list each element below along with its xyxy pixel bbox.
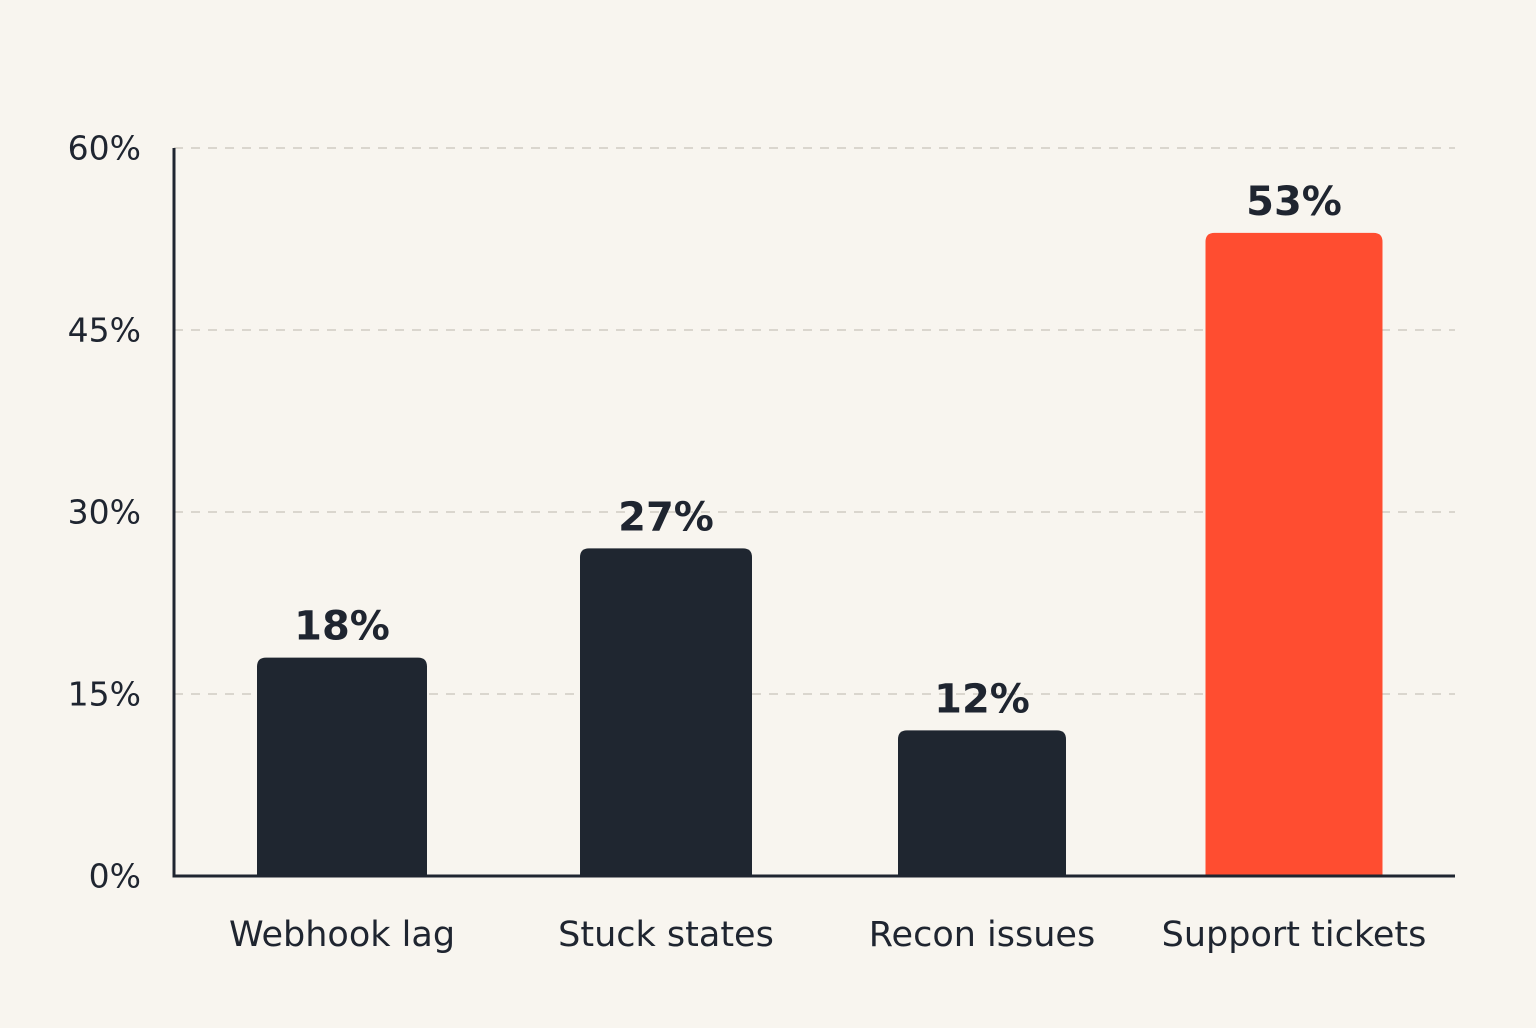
bar-recon-issues — [898, 730, 1066, 876]
x-tick-label: Stuck states — [558, 915, 774, 955]
data-label: 53% — [1246, 179, 1342, 225]
x-tick-label: Support tickets — [1162, 915, 1427, 955]
y-tick-label: 60% — [68, 129, 141, 168]
y-tick-label: 15% — [68, 675, 141, 714]
x-tick-label: Webhook lag — [229, 915, 455, 955]
x-tick-label: Recon issues — [869, 915, 1095, 955]
bar-webhook-lag — [257, 657, 427, 876]
y-tick-label: 0% — [89, 857, 141, 896]
data-label: 18% — [294, 604, 390, 650]
y-tick-label: 30% — [68, 493, 141, 532]
data-label: 27% — [618, 494, 714, 540]
bar-support-tickets — [1205, 232, 1383, 876]
labels: 0% 15% 30% 45% 60% 18% Webhook lag 27% Stuck sta… — [68, 129, 1427, 956]
y-tick-label: 45% — [68, 311, 141, 350]
bar-stuck-states — [580, 548, 752, 876]
data-label: 12% — [934, 676, 1030, 722]
bars — [257, 232, 1383, 876]
axes — [172, 148, 1455, 878]
